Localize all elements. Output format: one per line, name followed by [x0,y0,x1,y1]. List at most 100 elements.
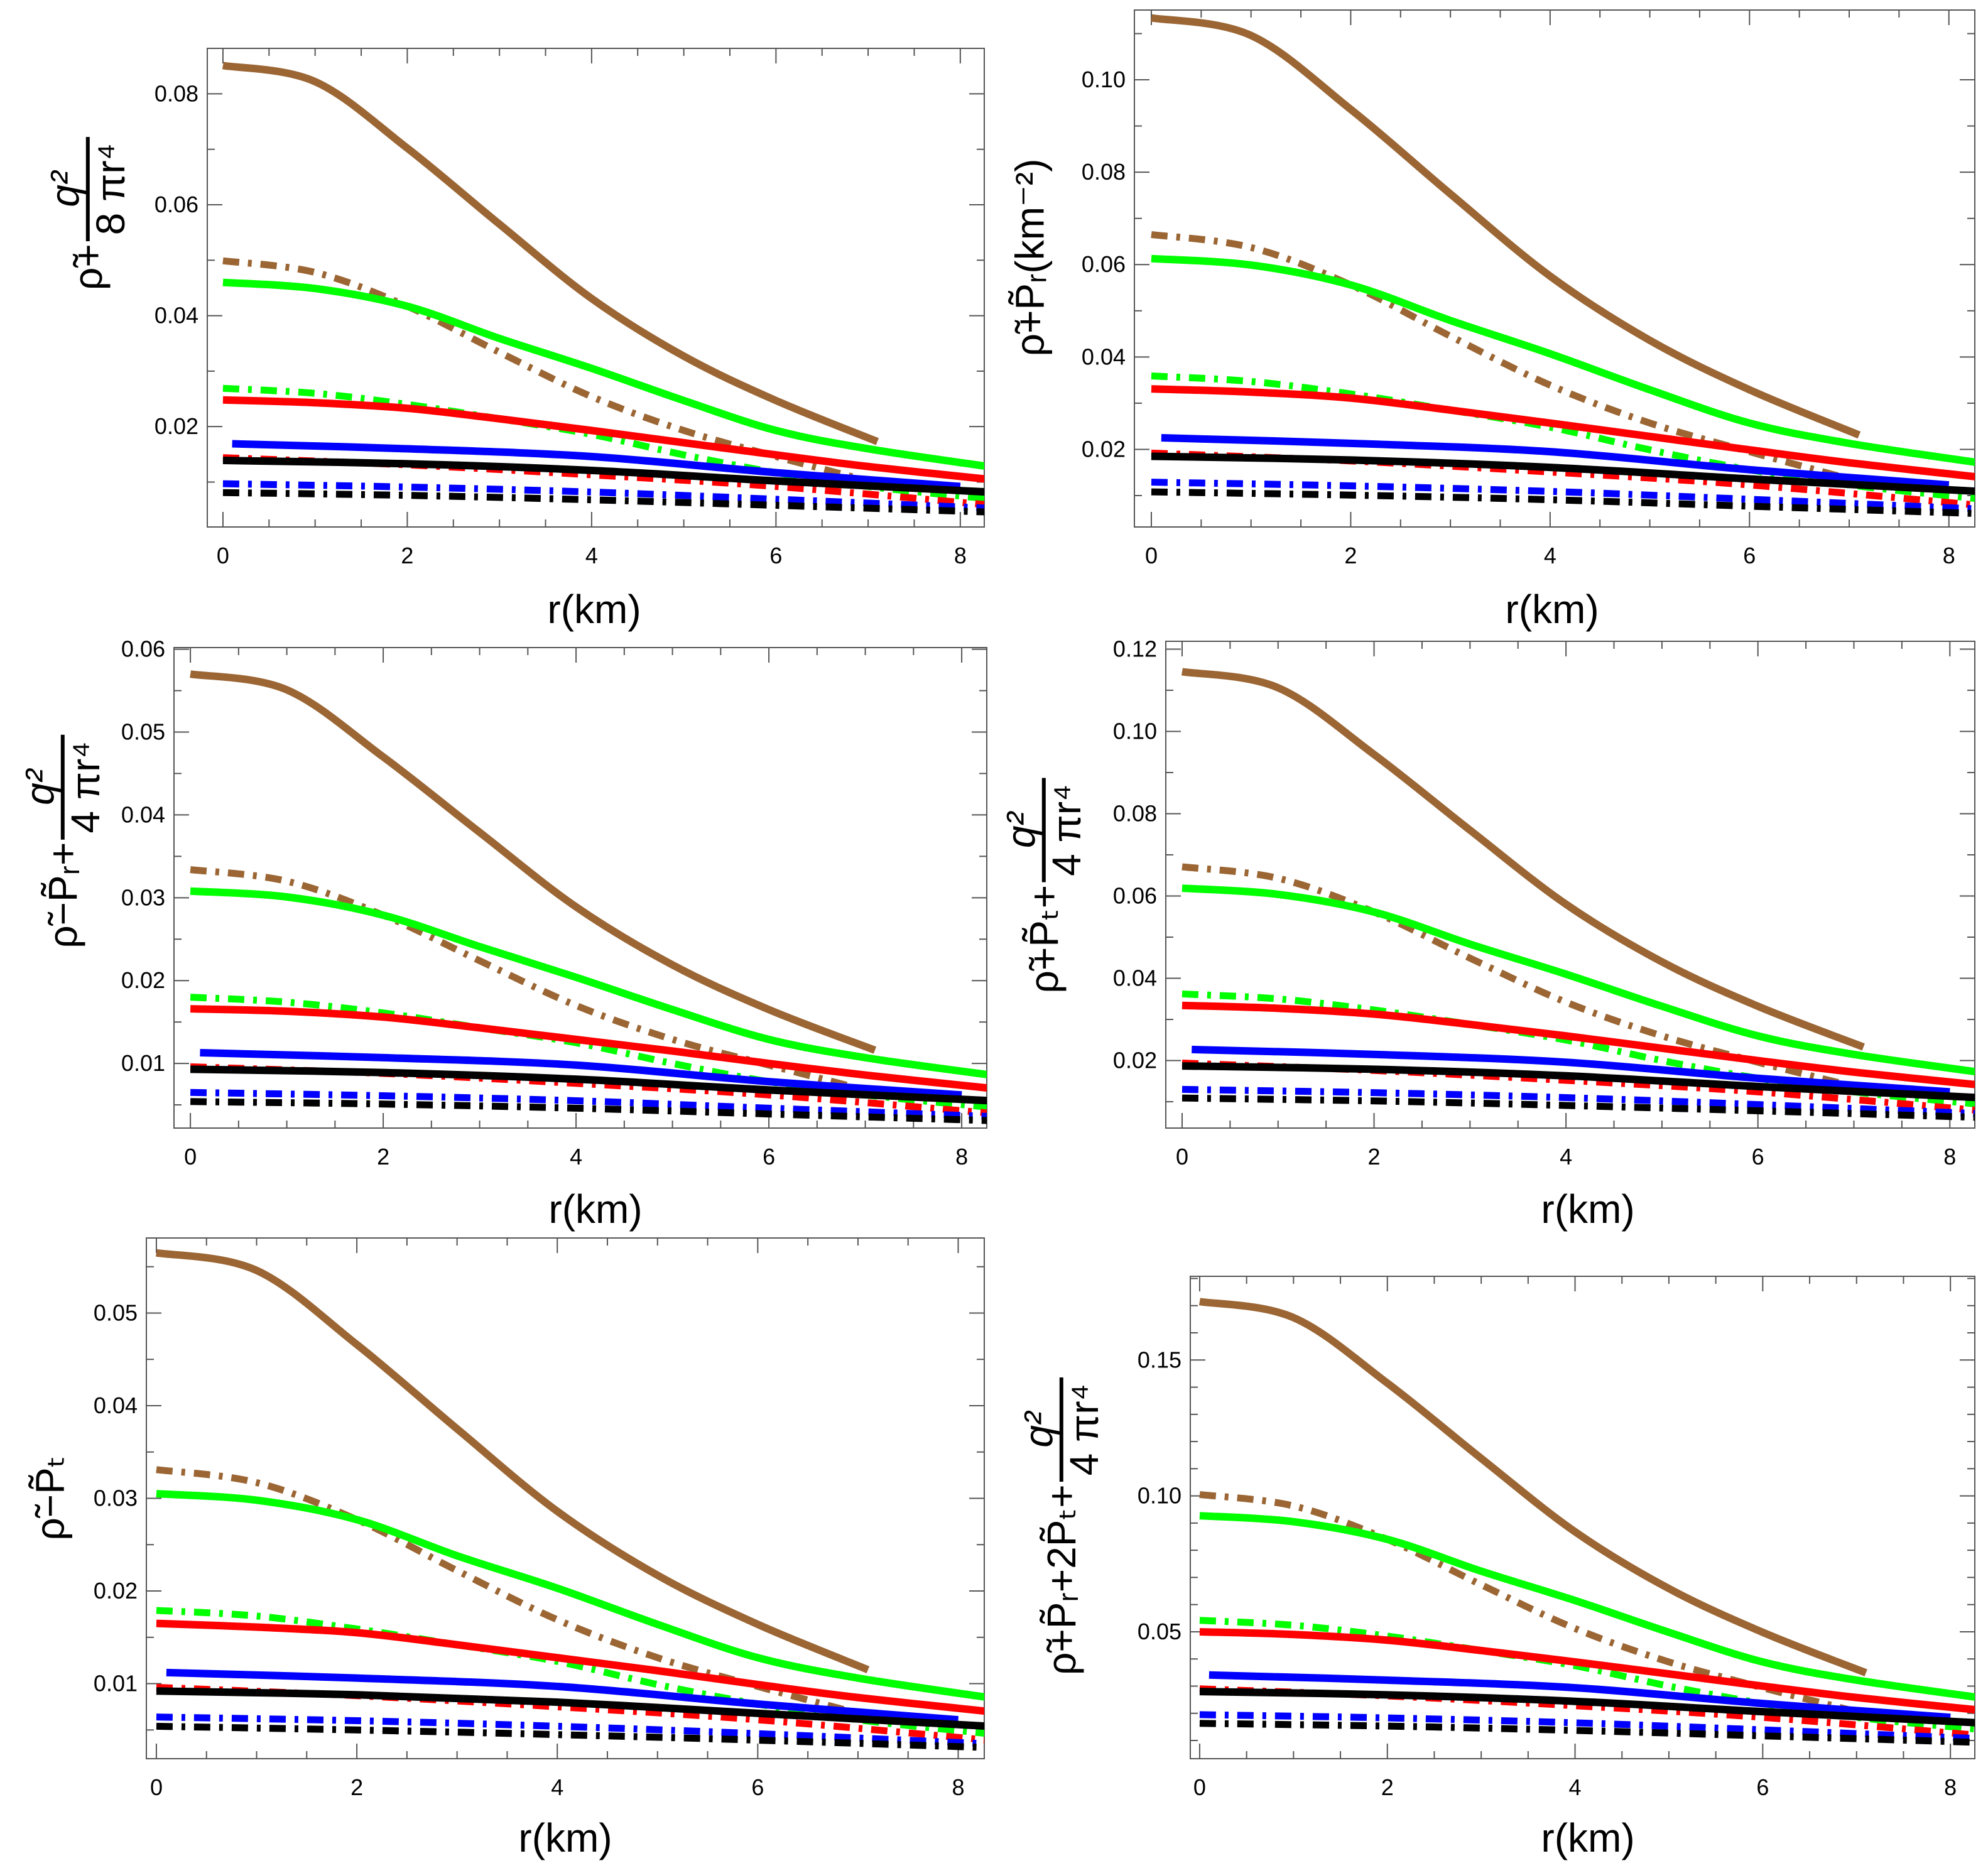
panel-2-ylabel: ρ̃+P̃ᵣ(km⁻²) [1007,158,1053,357]
panel-3-xlabel: r(km) [548,1186,643,1232]
y-tick-label: 0.04 [1113,965,1157,991]
series-blue-solid [166,1668,959,1724]
y-tick-label: 0.15 [1138,1347,1181,1372]
series-blue-dashdot [190,1089,987,1120]
x-tick-label: 8 [1943,543,1955,568]
series-red-solid [222,396,984,483]
panel-1-xlabel: r(km) [547,587,641,632]
ylabel-numerator: q² [41,171,87,207]
ylabel-prefix: ρ̃+P̃ₜ+ [1021,884,1067,994]
panel-6-xlabel: r(km) [1541,1815,1635,1860]
ylabel-denominator: 4 πr⁴ [1060,1377,1107,1482]
x-tick-label: 6 [769,543,782,568]
series-red-solid [190,1005,987,1092]
x-tick-label: 4 [1544,543,1556,568]
series-black-solid [156,1687,984,1730]
x-tick-label: 6 [751,1774,764,1800]
panel-5: 0 2 4 6 8 0.01 0.02 0.03 0.04 0.05 [94,1237,985,1800]
x-tick-label: 8 [1944,1774,1957,1800]
series-red-dashdot [1151,449,1975,509]
series-brown-dashdot [1199,1490,1858,1715]
series-blue-dashdot [156,1713,984,1747]
plot-frame [1190,1276,1975,1759]
y-tick-label: 0.02 [1113,1048,1157,1073]
series-red-solid [1199,1627,1975,1713]
ylabel-fraction: q² 8 πr⁴ [41,136,133,242]
y-tick-label: 0.02 [94,1578,138,1604]
panel-3-ylabel: ρ̃−P̃ᵣ+ q² 4 πr⁴ [16,735,108,948]
x-tick-label: 6 [1743,543,1756,568]
x-tick-label: 8 [954,543,967,568]
panel-4-xlabel: r(km) [1541,1186,1635,1232]
ylabel-denominator: 4 πr⁴ [61,735,108,840]
plot-frame [207,48,985,528]
y-tick-label: 0.04 [1082,344,1126,369]
panel-1: 0 2 4 6 8 0.02 0.04 0.06 0.08 [155,48,985,568]
series-green-solid [156,1490,984,1701]
series-black-dashdot [1199,1720,1975,1746]
series-black-solid [190,1065,987,1105]
series-green-solid [222,278,984,470]
ylabel-prefix: ρ̃−P̃ₜ [27,1455,73,1541]
y-tick-label: 0.02 [121,967,165,993]
y-tick-label: 0.04 [121,801,165,827]
panel-6-ylabel: ρ̃+P̃ᵣ+2P̃ₜ+ q² 4 πr⁴ [1016,1377,1107,1675]
ylabel-fraction: q² 4 πr⁴ [997,778,1089,882]
y-tick-label: 0.06 [155,192,198,217]
series-green-solid [1181,884,1975,1076]
x-tick-label: 0 [1176,1144,1188,1170]
panel-6: 0 2 4 6 8 0.05 0.10 0.15 [1138,1276,1975,1800]
series-blue-dashdot [1181,1085,1975,1117]
x-tick-label: 2 [1381,1774,1394,1800]
y-tick-label: 0.04 [155,303,198,328]
series-black-dashdot [190,1098,987,1124]
y-tick-label: 0.08 [1082,159,1126,185]
x-tick-label: 0 [217,543,229,568]
panel-4: 0 2 4 6 8 0.02 0.04 0.06 0.08 0.10 0.12 [1113,636,1975,1170]
y-tick-label: 0.01 [121,1050,165,1076]
y-tick-label: 0.10 [1138,1483,1181,1509]
ylabel-prefix: ρ̃−P̃ᵣ+ [40,842,85,948]
series-blue-dashdot [1151,479,1975,513]
y-tick-label: 0.03 [94,1485,138,1511]
series-black-dashdot [156,1722,984,1751]
ylabel-denominator: 8 πr⁴ [86,136,133,242]
x-tick-label: 8 [955,1144,968,1170]
y-tick-label: 0.10 [1082,67,1126,92]
series-green-dashdot [1181,990,1975,1107]
x-tick-label: 0 [184,1144,197,1170]
x-tick-label: 4 [1569,1774,1582,1800]
y-tick-label: 0.12 [1113,636,1157,661]
panel-4-ylabel: ρ̃+P̃ₜ+ q² 4 πr⁴ [997,778,1089,994]
panel-3: 0 2 4 6 8 0.01 0.02 0.03 0.04 0.05 0.06 [121,636,987,1170]
panel-2: 0 2 4 6 8 0.02 0.04 0.06 0.08 0.10 [1082,9,1975,568]
series-brown-dashdot [156,1466,859,1717]
series-green-solid [1151,254,1975,466]
panel-5-ylabel: ρ̃−P̃ₜ [27,1455,73,1541]
ylabel-numerator: q² [16,769,62,805]
x-tick-label: 2 [1344,543,1357,568]
ylabel-fraction: q² 4 πr⁴ [1016,1377,1107,1482]
series-brown-dashdot [1181,863,1855,1090]
y-tick-label: 0.05 [121,719,165,745]
series-black-solid [1199,1688,1975,1727]
x-tick-label: 2 [377,1144,389,1170]
series-brown-solid [1150,14,1861,439]
x-tick-label: 4 [570,1144,582,1170]
series-black-dashdot [1151,488,1975,517]
plot-frame [173,647,987,1129]
series-red-solid [1151,385,1975,480]
series-red-solid [1181,1001,1975,1089]
series-group [190,670,987,1124]
series-brown-dashdot [1151,231,1850,482]
ylabel-prefix: ρ̃+P̃ᵣ(km⁻²) [1007,158,1053,357]
series-blue-solid [232,440,961,491]
ylabel-numerator: q² [997,812,1043,849]
panel-5-xlabel: r(km) [518,1815,612,1860]
x-tick-label: 0 [1193,1774,1206,1800]
series-red-solid [156,1619,984,1715]
plot-frame [1165,641,1975,1129]
x-tick-label: 4 [1560,1144,1572,1170]
y-tick-label: 0.05 [1138,1619,1181,1644]
